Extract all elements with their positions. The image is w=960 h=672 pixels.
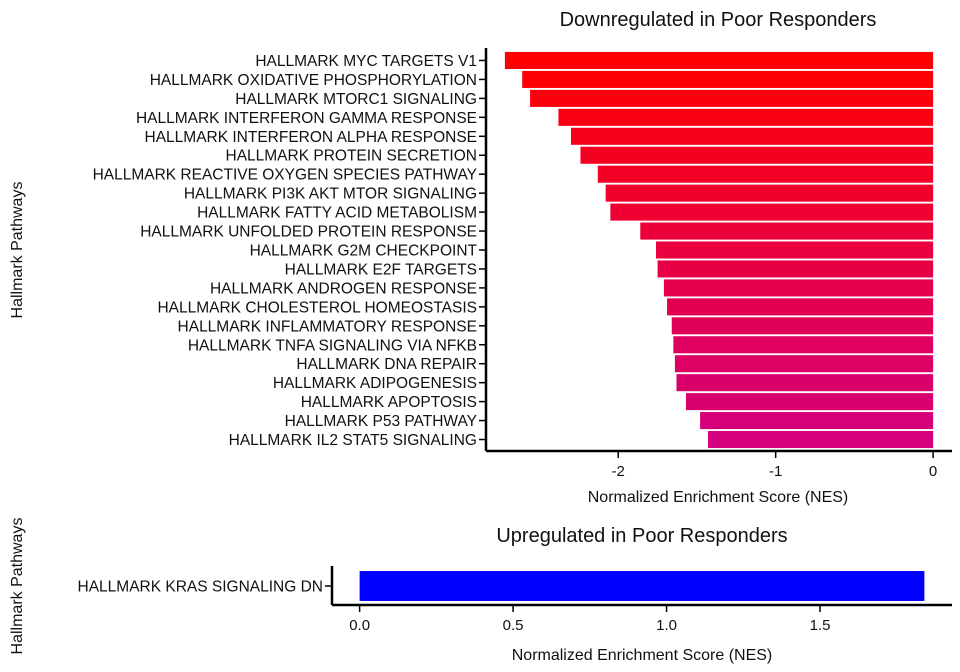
bar	[610, 203, 934, 221]
bar	[504, 51, 934, 70]
downregulated-x-ticks: -2 -1 0	[612, 451, 937, 480]
bar	[640, 222, 934, 240]
bar	[597, 165, 934, 183]
upregulated-x-axis-label: Normalized Enrichment Score (NES)	[512, 647, 773, 664]
category-label: HALLMARK OXIDATIVE PHOSPHORYLATION	[150, 72, 477, 89]
category-label: HALLMARK FATTY ACID METABOLISM	[197, 205, 477, 222]
bar	[657, 260, 934, 278]
bar	[530, 89, 934, 107]
bar	[522, 70, 934, 88]
upregulated-x-ticks: 0.0 0.5 1.0 1.5	[349, 605, 830, 634]
category-label: HALLMARK IL2 STAT5 SIGNALING	[229, 432, 477, 449]
bar	[674, 355, 934, 373]
bar	[700, 412, 934, 430]
category-label: HALLMARK INTERFERON ALPHA RESPONSE	[145, 129, 477, 146]
category-label: HALLMARK APOPTOSIS	[301, 394, 477, 411]
x-tick-label: 0	[929, 463, 937, 480]
bar	[671, 317, 934, 335]
category-label: HALLMARK ADIPOGENESIS	[273, 375, 477, 392]
category-label: HALLMARK INTERFERON GAMMA RESPONSE	[136, 110, 477, 127]
category-label: HALLMARK PROTEIN SECRETION	[226, 148, 478, 165]
x-tick-label: 0.5	[503, 617, 524, 634]
upregulated-y-axis-label: Hallmark Pathways	[9, 518, 26, 655]
bar	[685, 393, 934, 411]
upregulated-category-labels: HALLMARK KRAS SIGNALING DN	[78, 579, 332, 596]
bar	[673, 336, 934, 354]
category-label: HALLMARK PI3K AKT MTOR SIGNALING	[184, 186, 477, 203]
downregulated-bars	[504, 51, 934, 449]
category-label: HALLMARK MYC TARGETS V1	[255, 53, 477, 70]
category-label: HALLMARK ANDROGEN RESPONSE	[210, 280, 477, 297]
upregulated-chart-title: Upregulated in Poor Responders	[496, 525, 787, 547]
category-label: HALLMARK KRAS SIGNALING DN	[78, 579, 323, 596]
x-tick-label: -2	[612, 463, 625, 480]
category-label: HALLMARK P53 PATHWAY	[285, 413, 477, 430]
downregulated-y-axis-label: Hallmark Pathways	[9, 182, 26, 319]
bar	[359, 571, 925, 601]
downregulated-category-labels: HALLMARK MYC TARGETS V1 HALLMARK OXIDATIV…	[93, 53, 486, 449]
bar	[571, 127, 934, 145]
bar	[663, 279, 934, 297]
downregulated-x-axis-label: Normalized Enrichment Score (NES)	[588, 489, 849, 506]
category-label: HALLMARK G2M CHECKPOINT	[250, 243, 478, 260]
downregulated-panel: Downregulated in Poor Responders Hallmar…	[9, 9, 952, 506]
upregulated-bars	[359, 571, 925, 601]
category-label: HALLMARK REACTIVE OXYGEN SPECIES PATHWAY	[93, 167, 477, 184]
bar	[676, 374, 934, 392]
bar	[707, 430, 934, 449]
bar	[558, 108, 934, 126]
category-label: HALLMARK TNFA SIGNALING VIA NFKB	[188, 337, 477, 354]
bar	[656, 241, 934, 259]
bar	[580, 146, 934, 164]
category-label: HALLMARK DNA REPAIR	[296, 356, 477, 373]
x-tick-label: -1	[769, 463, 782, 480]
category-label: HALLMARK CHOLESTEROL HOMEOSTASIS	[157, 299, 477, 316]
category-label: HALLMARK E2F TARGETS	[285, 261, 477, 278]
x-tick-label: 0.0	[349, 617, 370, 634]
bar	[667, 298, 934, 316]
upregulated-panel: Upregulated in Poor Responders Hallmark …	[9, 518, 952, 664]
bar	[605, 184, 934, 202]
category-label: HALLMARK UNFOLDED PROTEIN RESPONSE	[140, 224, 477, 241]
downregulated-chart-title: Downregulated in Poor Responders	[560, 9, 877, 31]
category-label: HALLMARK MTORC1 SIGNALING	[235, 91, 477, 108]
x-tick-label: 1.0	[656, 617, 677, 634]
x-tick-label: 1.5	[810, 617, 831, 634]
category-label: HALLMARK INFLAMMATORY RESPONSE	[178, 318, 477, 335]
